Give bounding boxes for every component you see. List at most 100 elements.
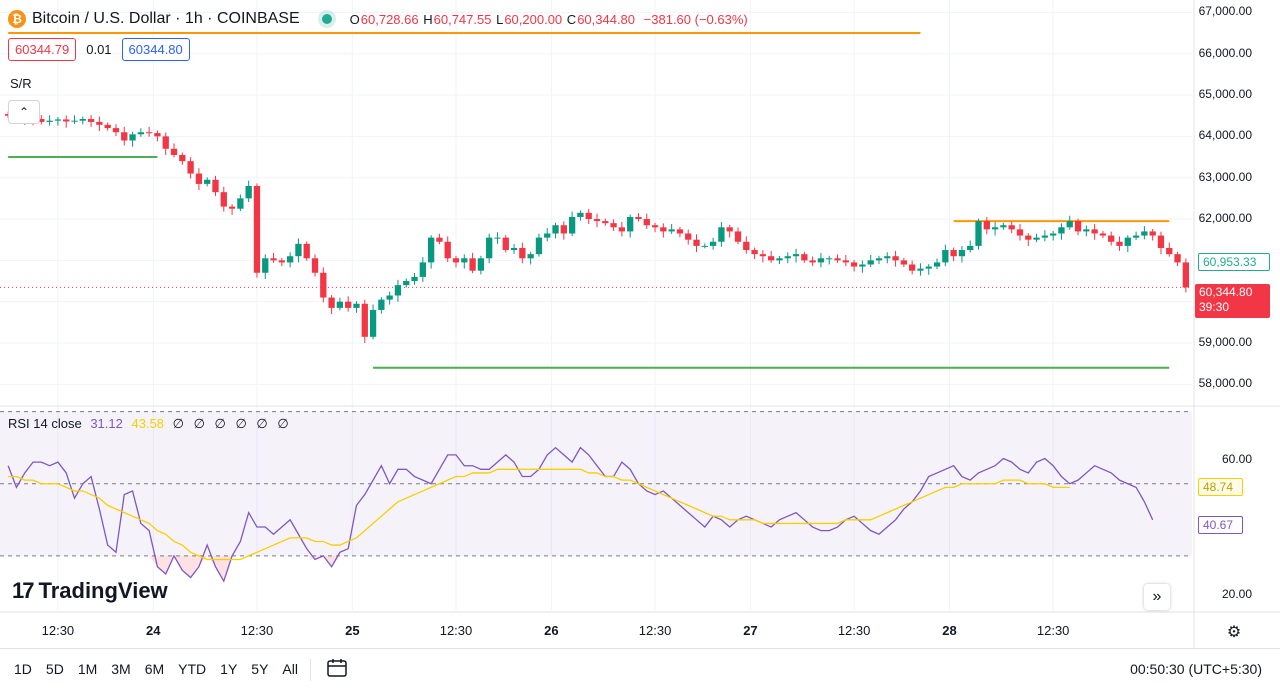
clock-timezone[interactable]: 00:50:30 (UTC+5:30) bbox=[1130, 661, 1262, 677]
rsi-oversold-fill bbox=[215, 555, 224, 582]
candle-body bbox=[469, 258, 476, 271]
candle-body bbox=[311, 258, 319, 273]
candle-body bbox=[444, 241, 451, 259]
candle-body bbox=[1124, 237, 1131, 246]
candle-body bbox=[784, 256, 791, 259]
rsi-oversold-fill bbox=[190, 555, 199, 578]
candle-body bbox=[668, 229, 675, 232]
candle-body bbox=[884, 256, 891, 259]
live-status-icon bbox=[321, 14, 332, 24]
candle-body bbox=[768, 256, 775, 261]
candle-body bbox=[345, 301, 352, 308]
candle-body bbox=[245, 185, 252, 199]
time-axis-label: 26 bbox=[544, 623, 559, 638]
candle-body bbox=[195, 173, 203, 184]
range-button-ytd[interactable]: YTD bbox=[178, 661, 207, 677]
range-button-all[interactable]: All bbox=[282, 661, 298, 677]
candle-body bbox=[378, 299, 385, 310]
range-button-3m[interactable]: 3M bbox=[111, 661, 131, 677]
rsi-value: 31.12 bbox=[90, 416, 123, 431]
range-button-6m[interactable]: 6M bbox=[144, 661, 165, 677]
last-price-value: 60,344.80 bbox=[1199, 285, 1253, 299]
candle-body bbox=[179, 154, 186, 162]
rsi-ma-line bbox=[8, 468, 1070, 561]
chart-canvas[interactable] bbox=[0, 0, 1280, 648]
expand-icon[interactable]: » bbox=[1144, 584, 1170, 610]
candle-body bbox=[510, 247, 518, 251]
time-axis-label: 12:30 bbox=[41, 623, 75, 638]
bar-countdown: 39:30 bbox=[1199, 300, 1230, 314]
candle-body bbox=[958, 250, 966, 257]
range-button-5y[interactable]: 5Y bbox=[251, 661, 269, 677]
candle-body bbox=[212, 179, 219, 193]
candle-body bbox=[527, 254, 534, 259]
candle-body bbox=[660, 227, 667, 232]
range-button-1m[interactable]: 1M bbox=[77, 661, 98, 677]
candle-body bbox=[942, 250, 949, 263]
candle-body bbox=[850, 262, 858, 267]
candle-body bbox=[270, 258, 277, 261]
candle-body bbox=[46, 120, 53, 122]
candle-body bbox=[917, 268, 924, 271]
range-button-1y[interactable]: 1Y bbox=[220, 661, 238, 677]
symbol-legend: ₿ Bitcoin / U.S. Dollar · 1h · COINBASE … bbox=[8, 10, 749, 28]
rsi-legend[interactable]: RSI 14 close 31.12 43.58 ∅ ∅ ∅ ∅ ∅ ∅ bbox=[8, 416, 292, 432]
candle-body bbox=[278, 260, 285, 263]
calendar-icon[interactable] bbox=[326, 657, 348, 679]
candle-body bbox=[544, 233, 551, 238]
candle-body bbox=[38, 119, 45, 122]
candle-body bbox=[651, 225, 659, 228]
candle-body bbox=[1108, 235, 1115, 242]
candle-body bbox=[286, 256, 294, 263]
candle-body bbox=[320, 272, 327, 298]
candle-body bbox=[1166, 247, 1173, 255]
high-value: 60,747.55 bbox=[433, 11, 492, 27]
candle-body bbox=[726, 227, 733, 232]
candle-body bbox=[1083, 229, 1090, 232]
candle-body bbox=[419, 262, 426, 277]
open-label: O bbox=[349, 11, 360, 27]
candle-body bbox=[1074, 221, 1082, 232]
candle-body bbox=[502, 237, 509, 251]
candle-body bbox=[452, 258, 460, 263]
candle-body bbox=[701, 245, 708, 247]
range-button-1d[interactable]: 1D bbox=[14, 661, 32, 677]
trade-panel: 60344.79 0.01 60344.80 bbox=[8, 38, 190, 61]
bitcoin-icon: ₿ bbox=[8, 10, 26, 28]
candle-body bbox=[303, 243, 310, 259]
settings-icon[interactable]: ⚙ bbox=[1226, 624, 1242, 641]
tradingview-logo[interactable]: 17 TradingView bbox=[12, 578, 168, 604]
candle-body bbox=[1157, 235, 1165, 248]
symbol-title[interactable]: Bitcoin / U.S. Dollar · 1h · COINBASE bbox=[32, 10, 300, 27]
candle-body bbox=[1141, 231, 1148, 236]
candle-body bbox=[369, 309, 377, 337]
collapse-icon[interactable]: ⌃ bbox=[8, 100, 40, 124]
candle-body bbox=[1091, 229, 1098, 234]
candle-body bbox=[328, 297, 335, 308]
candle-body bbox=[1000, 225, 1007, 228]
rsi-line bbox=[7, 446, 1154, 583]
spread-value: 0.01 bbox=[86, 42, 112, 57]
rsi-axis-bottom: 20.00 bbox=[1221, 587, 1252, 601]
candle-body bbox=[427, 237, 435, 263]
candle-body bbox=[87, 119, 95, 122]
candle-body bbox=[718, 227, 725, 242]
range-button-5d[interactable]: 5D bbox=[45, 661, 64, 677]
candle-body bbox=[1182, 262, 1190, 288]
rsi-ma-value: 43.58 bbox=[131, 416, 165, 431]
buy-button[interactable]: 60344.80 bbox=[121, 38, 190, 61]
candle-body bbox=[411, 276, 418, 282]
candle-body bbox=[627, 216, 634, 232]
candle-body bbox=[1149, 231, 1156, 236]
sell-button[interactable]: 60344.79 bbox=[8, 38, 77, 61]
price-axis-label: 66,000.00 bbox=[1198, 45, 1252, 60]
candle-body bbox=[71, 120, 78, 122]
candle-body bbox=[129, 134, 136, 141]
rsi-name: RSI 14 close bbox=[8, 416, 82, 431]
candle-body bbox=[593, 219, 601, 222]
rsi-axis-top: 60.00 bbox=[1221, 452, 1252, 466]
price-axis-label: 62,000.00 bbox=[1198, 211, 1252, 226]
candle-body bbox=[170, 148, 178, 155]
sr-indicator-label[interactable]: S/R bbox=[10, 76, 32, 91]
candle-body bbox=[776, 258, 783, 261]
